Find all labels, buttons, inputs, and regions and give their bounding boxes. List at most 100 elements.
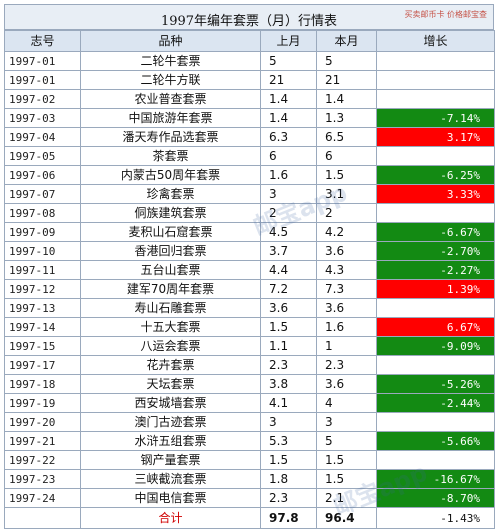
name-cell: 五台山套票: [80, 260, 261, 280]
curr-price-cell: 2.3: [316, 355, 377, 375]
prev-price-cell: 7.2: [260, 279, 317, 299]
prev-price-cell: 4.4: [260, 260, 317, 280]
table-row: 1997-08 侗族建筑套票 2 2: [4, 203, 495, 223]
code-cell: 1997-14: [4, 317, 81, 337]
curr-price-cell: 7.3: [316, 279, 377, 299]
prev-price-cell: 1.1: [260, 336, 317, 356]
change-cell: [376, 203, 495, 223]
change-cell: 3.33%: [376, 184, 495, 204]
table-row: 1997-17 花卉套票 2.3 2.3: [4, 355, 495, 375]
code-cell: 1997-24: [4, 488, 81, 508]
table-row: 1997-09 麦积山石窟套票 4.5 4.2 -6.67%: [4, 222, 495, 242]
name-cell: 茶套票: [80, 146, 261, 166]
change-cell: -2.70%: [376, 241, 495, 261]
change-cell: 6.67%: [376, 317, 495, 337]
prev-price-cell: 3.7: [260, 241, 317, 261]
table-row: 1997-01 二轮牛方联 21 21: [4, 70, 495, 90]
prev-price-cell: 3: [260, 412, 317, 432]
name-cell: 西安城墙套票: [80, 393, 261, 413]
code-cell: 1997-09: [4, 222, 81, 242]
total-label: 合计: [80, 507, 261, 529]
code-cell: 1997-20: [4, 412, 81, 432]
prev-price-cell: 1.4: [260, 89, 317, 109]
curr-price-cell: 6: [316, 146, 377, 166]
code-cell: 1997-22: [4, 450, 81, 470]
code-cell: 1997-19: [4, 393, 81, 413]
change-cell: -2.44%: [376, 393, 495, 413]
table-row: 1997-15 八运会套票 1.1 1 -9.09%: [4, 336, 495, 356]
name-cell: 澳门古迹套票: [80, 412, 261, 432]
code-cell: 1997-11: [4, 260, 81, 280]
name-cell: 侗族建筑套票: [80, 203, 261, 223]
change-cell: 3.17%: [376, 127, 495, 147]
column-header-code: 志号: [4, 30, 81, 52]
code-cell: 1997-01: [4, 70, 81, 90]
table-row: 1997-24 中国电信套票 2.3 2.1 -8.70%: [4, 488, 495, 508]
change-cell: [376, 355, 495, 375]
name-cell: 中国旅游年套票: [80, 108, 261, 128]
change-cell: -5.26%: [376, 374, 495, 394]
prev-price-cell: 2.3: [260, 355, 317, 375]
prev-price-cell: 2.3: [260, 488, 317, 508]
name-cell: 二轮牛套票: [80, 51, 261, 71]
prev-price-cell: 3.6: [260, 298, 317, 318]
curr-price-cell: 1.5: [316, 469, 377, 489]
name-cell: 三峡截流套票: [80, 469, 261, 489]
column-header-curr: 本月: [316, 30, 377, 52]
curr-price-cell: 3.6: [316, 298, 377, 318]
curr-price-cell: 3: [316, 412, 377, 432]
total-code-cell: [4, 507, 81, 529]
column-header-change: 增长: [376, 30, 495, 52]
prev-price-cell: 3.8: [260, 374, 317, 394]
prev-price-cell: 1.4: [260, 108, 317, 128]
change-cell: [376, 412, 495, 432]
curr-price-cell: 3.1: [316, 184, 377, 204]
table-row: 1997-05 茶套票 6 6: [4, 146, 495, 166]
curr-price-cell: 1.5: [316, 450, 377, 470]
name-cell: 建军70周年套票: [80, 279, 261, 299]
prev-price-cell: 1.6: [260, 165, 317, 185]
change-cell: -8.70%: [376, 488, 495, 508]
table-row: 1997-06 内蒙古50周年套票 1.6 1.5 -6.25%: [4, 165, 495, 185]
change-cell: [376, 70, 495, 90]
name-cell: 十五大套票: [80, 317, 261, 337]
code-cell: 1997-17: [4, 355, 81, 375]
code-cell: 1997-18: [4, 374, 81, 394]
curr-price-cell: 21: [316, 70, 377, 90]
name-cell: 内蒙古50周年套票: [80, 165, 261, 185]
table-row: 1997-20 澳门古迹套票 3 3: [4, 412, 495, 432]
table-row: 1997-04 潘天寿作品选套票 6.3 6.5 3.17%: [4, 127, 495, 147]
table-row: 1997-13 寿山石雕套票 3.6 3.6: [4, 298, 495, 318]
name-cell: 农业普查套票: [80, 89, 261, 109]
prev-price-cell: 1.5: [260, 317, 317, 337]
code-cell: 1997-08: [4, 203, 81, 223]
change-cell: [376, 51, 495, 71]
prev-price-cell: 2: [260, 203, 317, 223]
price-table: 志号 品种 上月 本月 增长 1997-01 二轮牛套票 5 5 1997-01 二轮牛方…: [4, 30, 495, 529]
price-sheet: 1997年编年套票（月）行情表 买卖邮币卡 价格邮宝查 志号 品种 上月 本月 …: [4, 4, 495, 529]
column-header-prev: 上月: [260, 30, 317, 52]
name-cell: 花卉套票: [80, 355, 261, 375]
prev-price-cell: 6.3: [260, 127, 317, 147]
curr-price-cell: 1.6: [316, 317, 377, 337]
code-cell: 1997-06: [4, 165, 81, 185]
curr-price-cell: 2.1: [316, 488, 377, 508]
code-cell: 1997-21: [4, 431, 81, 451]
title-bar: 1997年编年套票（月）行情表 买卖邮币卡 价格邮宝查: [4, 4, 494, 30]
change-cell: -9.09%: [376, 336, 495, 356]
curr-price-cell: 6.5: [316, 127, 377, 147]
prev-price-cell: 1.8: [260, 469, 317, 489]
name-cell: 钢产量套票: [80, 450, 261, 470]
curr-price-cell: 3.6: [316, 241, 377, 261]
code-cell: 1997-02: [4, 89, 81, 109]
table-row: 1997-12 建军70周年套票 7.2 7.3 1.39%: [4, 279, 495, 299]
prev-price-cell: 5: [260, 51, 317, 71]
name-cell: 二轮牛方联: [80, 70, 261, 90]
table-row: 1997-03 中国旅游年套票 1.4 1.3 -7.14%: [4, 108, 495, 128]
table-row: 1997-19 西安城墙套票 4.1 4 -2.44%: [4, 393, 495, 413]
code-cell: 1997-07: [4, 184, 81, 204]
table-row: 1997-14 十五大套票 1.5 1.6 6.67%: [4, 317, 495, 337]
column-header-name: 品种: [80, 30, 261, 52]
total-prev: 97.8: [260, 507, 317, 529]
table-row: 1997-22 钢产量套票 1.5 1.5: [4, 450, 495, 470]
